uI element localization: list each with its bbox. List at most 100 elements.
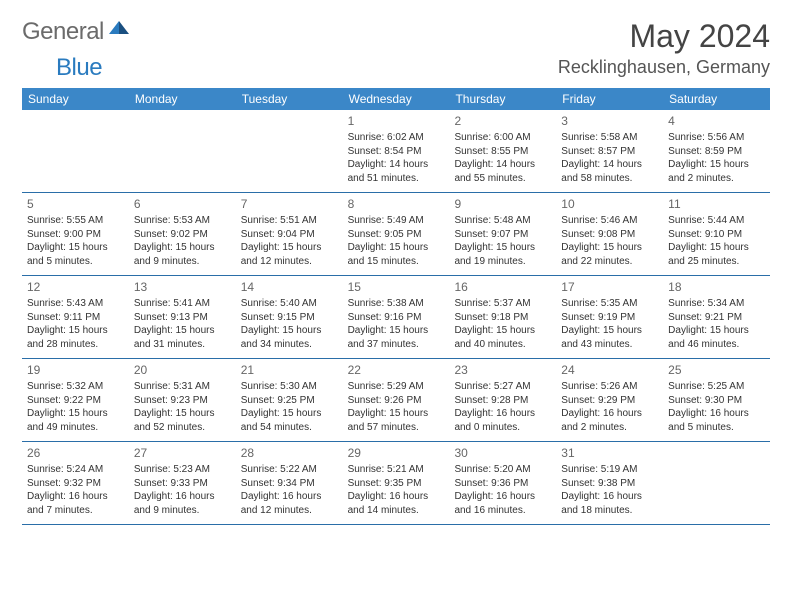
sunrise-text: Sunrise: 5:41 AM: [134, 297, 231, 311]
daylight-text: Daylight: 15 hours and 15 minutes.: [348, 241, 445, 268]
day-number: 24: [561, 362, 658, 378]
sunset-text: Sunset: 9:28 PM: [454, 394, 551, 408]
sunset-text: Sunset: 8:55 PM: [454, 145, 551, 159]
day-number: 3: [561, 113, 658, 129]
day-number: 8: [348, 196, 445, 212]
logo-text-general: General: [22, 18, 104, 46]
daylight-text: Daylight: 15 hours and 9 minutes.: [134, 241, 231, 268]
sunrise-text: Sunrise: 5:49 AM: [348, 214, 445, 228]
daylight-text: Daylight: 15 hours and 25 minutes.: [668, 241, 765, 268]
daylight-text: Daylight: 15 hours and 46 minutes.: [668, 324, 765, 351]
day-cell: 18Sunrise: 5:34 AMSunset: 9:21 PMDayligh…: [663, 276, 770, 358]
sunset-text: Sunset: 9:13 PM: [134, 311, 231, 325]
title-block: May 2024 Recklinghausen, Germany: [558, 18, 770, 78]
day-number: 19: [27, 362, 124, 378]
day-cell: 26 Sunrise: 5:24 AMSunset: 9:32 PMDayligh…: [22, 442, 129, 524]
sunrise-text: Sunrise: 5:30 AM: [241, 380, 338, 394]
month-title: May 2024: [558, 18, 770, 55]
day-cell: 15Sunrise: 5:38 AMSunset: 9:16 PMDayligh…: [343, 276, 450, 358]
day-cell: 24Sunrise: 5:26 AMSunset: 9:29 PMDayligh…: [556, 359, 663, 441]
logo-triangle-icon: [109, 18, 129, 39]
sunrise-text: Sunrise: 5:31 AM: [134, 380, 231, 394]
sunset-text: Sunset: 9:02 PM: [134, 228, 231, 242]
daylight-text: Daylight: 14 hours and 58 minutes.: [561, 158, 658, 185]
sunrise-text: Sunrise: 5:24 AM: [27, 463, 124, 477]
daylight-text: Daylight: 15 hours and 49 minutes.: [27, 407, 124, 434]
sunset-text: Sunset: 9:29 PM: [561, 394, 658, 408]
day-cell: 2 Sunrise: 6:00 AMSunset: 8:55 PMDaylight…: [449, 110, 556, 192]
day-number: 23: [454, 362, 551, 378]
sunset-text: Sunset: 8:57 PM: [561, 145, 658, 159]
day-cell: 30Sunrise: 5:20 AMSunset: 9:36 PMDayligh…: [449, 442, 556, 524]
daylight-text: Daylight: 14 hours and 55 minutes.: [454, 158, 551, 185]
daylight-text: Daylight: 15 hours and 52 minutes.: [134, 407, 231, 434]
sunset-text: Sunset: 9:00 PM: [27, 228, 124, 242]
daylight-text: Daylight: 15 hours and 19 minutes.: [454, 241, 551, 268]
sunrise-text: Sunrise: 5:35 AM: [561, 297, 658, 311]
sunset-text: Sunset: 9:32 PM: [27, 477, 124, 491]
day-cell: 4Sunrise: 5:56 AMSunset: 8:59 PMDaylight…: [663, 110, 770, 192]
sunrise-text: Sunrise: 5:58 AM: [561, 131, 658, 145]
day-cell: 31Sunrise: 5:19 AMSunset: 9:38 PMDayligh…: [556, 442, 663, 524]
sunset-text: Sunset: 9:11 PM: [27, 311, 124, 325]
daylight-text: Daylight: 15 hours and 28 minutes.: [27, 324, 124, 351]
sunrise-text: Sunrise: 5:46 AM: [561, 214, 658, 228]
sunrise-text: Sunrise: 6:00 AM: [454, 131, 551, 145]
sunrise-text: Sunrise: 5:32 AM: [27, 380, 124, 394]
day-cell: 20Sunrise: 5:31 AMSunset: 9:23 PMDayligh…: [129, 359, 236, 441]
week-row: 5Sunrise: 5:55 AMSunset: 9:00 PMDaylight…: [22, 193, 770, 276]
day-number: 26: [27, 445, 124, 461]
daylight-text: Daylight: 16 hours and 0 minutes.: [454, 407, 551, 434]
day-number: 2: [454, 113, 551, 129]
day-cell: 17Sunrise: 5:35 AMSunset: 9:19 PMDayligh…: [556, 276, 663, 358]
day-cell: 3 Sunrise: 5:58 AMSunset: 8:57 PMDaylight…: [556, 110, 663, 192]
day-cell: 13Sunrise: 5:41 AMSunset: 9:13 PMDayligh…: [129, 276, 236, 358]
week-row: 26 Sunrise: 5:24 AMSunset: 9:32 PMDayligh…: [22, 442, 770, 525]
day-cell: [129, 110, 236, 192]
sunset-text: Sunset: 9:25 PM: [241, 394, 338, 408]
weeks-container: 1Sunrise: 6:02 AMSunset: 8:54 PMDaylight…: [22, 110, 770, 525]
daylight-text: Daylight: 16 hours and 7 minutes.: [27, 490, 124, 517]
logo-text-blue: Blue: [56, 54, 102, 82]
day-number: 14: [241, 279, 338, 295]
daylight-text: Daylight: 15 hours and 5 minutes.: [27, 241, 124, 268]
day-cell: 11Sunrise: 5:44 AMSunset: 9:10 PMDayligh…: [663, 193, 770, 275]
sunset-text: Sunset: 9:08 PM: [561, 228, 658, 242]
daylight-text: Daylight: 15 hours and 54 minutes.: [241, 407, 338, 434]
weekday-tuesday: Tuesday: [236, 88, 343, 110]
day-number: 12: [27, 279, 124, 295]
day-number: 10: [561, 196, 658, 212]
day-number: 25: [668, 362, 765, 378]
day-cell: 21Sunrise: 5:30 AMSunset: 9:25 PMDayligh…: [236, 359, 343, 441]
weekday-thursday: Thursday: [449, 88, 556, 110]
day-cell: 16Sunrise: 5:37 AMSunset: 9:18 PMDayligh…: [449, 276, 556, 358]
sunset-text: Sunset: 9:18 PM: [454, 311, 551, 325]
day-number: 18: [668, 279, 765, 295]
sunset-text: Sunset: 8:54 PM: [348, 145, 445, 159]
day-cell: 9Sunrise: 5:48 AMSunset: 9:07 PMDaylight…: [449, 193, 556, 275]
sunset-text: Sunset: 9:19 PM: [561, 311, 658, 325]
sunrise-text: Sunrise: 5:55 AM: [27, 214, 124, 228]
weekday-friday: Friday: [556, 88, 663, 110]
daylight-text: Daylight: 15 hours and 57 minutes.: [348, 407, 445, 434]
sunset-text: Sunset: 9:16 PM: [348, 311, 445, 325]
sunrise-text: Sunrise: 5:48 AM: [454, 214, 551, 228]
day-cell: 23Sunrise: 5:27 AMSunset: 9:28 PMDayligh…: [449, 359, 556, 441]
day-cell: 19Sunrise: 5:32 AMSunset: 9:22 PMDayligh…: [22, 359, 129, 441]
day-cell: [663, 442, 770, 524]
sunrise-text: Sunrise: 5:43 AM: [27, 297, 124, 311]
daylight-text: Daylight: 15 hours and 40 minutes.: [454, 324, 551, 351]
daylight-text: Daylight: 15 hours and 12 minutes.: [241, 241, 338, 268]
day-number: 16: [454, 279, 551, 295]
week-row: 12Sunrise: 5:43 AMSunset: 9:11 PMDayligh…: [22, 276, 770, 359]
sunset-text: Sunset: 9:10 PM: [668, 228, 765, 242]
sunrise-text: Sunrise: 5:44 AM: [668, 214, 765, 228]
day-cell: 7Sunrise: 5:51 AMSunset: 9:04 PMDaylight…: [236, 193, 343, 275]
daylight-text: Daylight: 15 hours and 43 minutes.: [561, 324, 658, 351]
daylight-text: Daylight: 15 hours and 31 minutes.: [134, 324, 231, 351]
day-cell: 6Sunrise: 5:53 AMSunset: 9:02 PMDaylight…: [129, 193, 236, 275]
day-cell: [22, 110, 129, 192]
sunrise-text: Sunrise: 5:26 AM: [561, 380, 658, 394]
day-cell: 22Sunrise: 5:29 AMSunset: 9:26 PMDayligh…: [343, 359, 450, 441]
sunset-text: Sunset: 9:36 PM: [454, 477, 551, 491]
